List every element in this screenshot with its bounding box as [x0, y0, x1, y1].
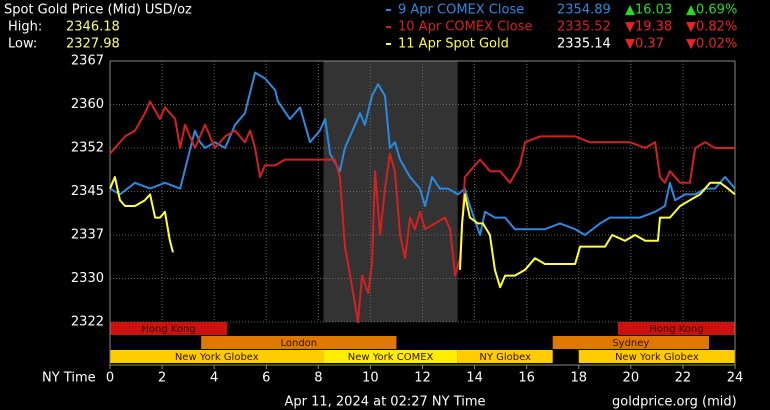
- legend-change-pct: ▲0.69%: [686, 3, 737, 18]
- x-axis-label: NY Time: [42, 371, 96, 386]
- low-value: 2327.98: [66, 37, 120, 52]
- y-tick-label: 2330: [71, 271, 104, 286]
- price-line: [109, 100, 735, 323]
- x-tick-label: 12: [414, 371, 431, 386]
- y-tick-label: 2360: [71, 97, 104, 112]
- x-tick-label: 4: [210, 371, 218, 386]
- x-tick-label: 8: [314, 371, 322, 386]
- legend-name: 11 Apr Spot Gold: [398, 37, 509, 52]
- x-tick-label: 20: [623, 371, 640, 386]
- high-label: High:: [8, 20, 42, 35]
- session-bar: [457, 350, 553, 363]
- chart-title: Spot Gold Price (Mid) USD/oz: [4, 3, 192, 18]
- x-tick-label: 14: [466, 371, 483, 386]
- legend-close: 2354.89: [557, 3, 611, 18]
- x-tick-label: 18: [570, 371, 587, 386]
- high-value: 2346.18: [66, 20, 120, 35]
- y-tick-label: 2322: [71, 315, 104, 330]
- session-label: New York Globex: [615, 352, 699, 363]
- legend-change: ▼0.37: [625, 37, 664, 52]
- session-label: Sydney: [612, 338, 649, 349]
- x-tick-label: 24: [727, 371, 744, 386]
- y-tick-label: 2337: [71, 228, 104, 243]
- session-label: New York COMEX: [348, 352, 434, 363]
- price-line: [109, 176, 736, 289]
- session-bar: [323, 350, 458, 363]
- legend-change-pct: ▼0.02%: [686, 37, 737, 52]
- session-bar: [552, 336, 709, 349]
- price-line: [109, 71, 736, 236]
- timestamp: Apr 11, 2024 at 02:27 NY Time: [284, 395, 485, 410]
- session-bar: [201, 336, 397, 349]
- x-tick-label: 0: [106, 371, 114, 386]
- legend-change: ▼19.38: [625, 20, 672, 35]
- x-tick-label: 22: [675, 371, 692, 386]
- legend-name: 9 Apr COMEX Close: [398, 3, 524, 18]
- session-label: Hong Kong: [649, 324, 703, 335]
- legend-name: 10 Apr COMEX Close: [398, 20, 533, 35]
- source: goldprice.org (mid): [612, 395, 737, 410]
- session-label: New York Globex: [175, 352, 259, 363]
- low-label: Low:: [8, 37, 37, 52]
- session-label: NY Globex: [479, 352, 531, 363]
- shaded-range: [323, 61, 458, 322]
- y-tick-label: 2367: [71, 54, 104, 69]
- legend-change-pct: ▼0.82%: [686, 20, 737, 35]
- x-tick-label: 2: [158, 371, 166, 386]
- session-bar: [578, 350, 735, 363]
- x-tick-label: 16: [518, 371, 535, 386]
- y-tick-label: 2352: [71, 141, 104, 156]
- session-bar: [110, 322, 228, 335]
- session-bar: [110, 350, 324, 363]
- session-label: Hong Kong: [141, 324, 195, 335]
- x-tick-label: 10: [362, 371, 379, 386]
- legend-close: 2335.52: [557, 20, 611, 35]
- x-tick-label: 6: [262, 371, 270, 386]
- session-label: London: [280, 338, 317, 349]
- legend-close: 2335.14: [557, 37, 611, 52]
- legend-change: ▲16.03: [625, 3, 672, 18]
- y-tick-label: 2345: [71, 184, 104, 199]
- session-bar: [617, 322, 735, 335]
